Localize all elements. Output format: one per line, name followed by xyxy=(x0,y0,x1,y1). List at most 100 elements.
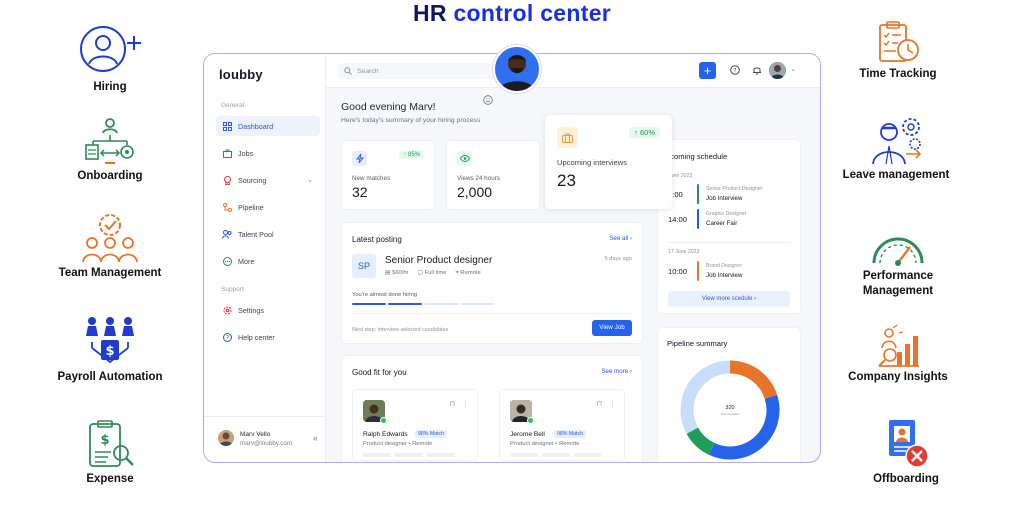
feature-label: Onboarding xyxy=(77,170,143,182)
feature-label: Hiring xyxy=(93,81,127,93)
bookmark-icon[interactable]: ⊓ xyxy=(449,401,455,408)
sidebar-item-label: Sourcing xyxy=(238,175,267,185)
donut-slice-2[interactable] xyxy=(686,427,715,455)
search-icon xyxy=(344,67,352,75)
view-more-schedule-button[interactable]: View more scedule › xyxy=(668,291,790,307)
collapse-sidebar-icon[interactable]: « xyxy=(312,433,318,443)
stat-label: New matches xyxy=(352,175,391,182)
see-more-label: See more xyxy=(601,368,629,375)
sidebar-item-label: Jobs xyxy=(238,148,254,158)
candidate-role: Product designer • Remote xyxy=(363,441,433,447)
onboarding-network-icon xyxy=(85,118,134,164)
donut-slice-1[interactable] xyxy=(708,394,780,460)
sidebar-item-jobs[interactable]: Jobs xyxy=(216,143,320,163)
see-all-link[interactable]: See all › xyxy=(609,235,632,242)
grid-icon xyxy=(222,121,232,131)
bell-icon[interactable] xyxy=(750,63,764,77)
donut-slice-3[interactable] xyxy=(680,360,731,434)
see-more-link[interactable]: See more › xyxy=(601,368,632,375)
more-vertical-icon[interactable]: ⋮ xyxy=(462,401,469,408)
floating-user-avatar xyxy=(493,45,541,93)
job-rate: ▤ $60/hr xyxy=(385,270,409,277)
job-title[interactable]: Senior Product designer xyxy=(385,255,493,266)
stat-value: 23 xyxy=(557,171,576,190)
money-icon: ▤ xyxy=(385,270,393,276)
progress-segment xyxy=(424,303,458,305)
pipeline-title: Pipeline summary xyxy=(667,339,728,348)
stat-card-new-matches[interactable]: ↑ 85% New matches 32 xyxy=(341,140,435,210)
chevron-down-icon[interactable]: ⌄ xyxy=(307,177,313,184)
payroll-icon: $ xyxy=(86,317,134,364)
chevron-down-icon[interactable]: ⌄ xyxy=(790,66,796,73)
greeting-subtitle: Here's today's summary of your hiring pr… xyxy=(341,117,481,124)
sidebar-item-label: Pipeline xyxy=(238,202,264,212)
sidebar-item-more[interactable]: More xyxy=(216,251,320,271)
pipeline-donut-chart: 320 Total candidates xyxy=(680,360,780,460)
feature-time-tracking: Time Tracking xyxy=(838,21,958,82)
job-location: ⌖ Remote xyxy=(456,270,481,277)
user-email: marv@loubby.com xyxy=(240,440,293,447)
latest-posting-card: Latest posting See all › SP Senior Produ… xyxy=(341,222,643,344)
progress-segment xyxy=(352,303,386,305)
search-input[interactable]: Search xyxy=(338,63,498,79)
help-icon: ? xyxy=(222,332,232,342)
feature-team-management: Team Management xyxy=(50,212,170,281)
team-gear-icon xyxy=(82,214,138,263)
nav-group-support: Support xyxy=(221,286,244,293)
candidate-role: Product designer • Remote xyxy=(510,441,580,447)
sidebar-item-label: More xyxy=(238,256,255,266)
candidate-tags xyxy=(363,453,455,457)
feature-leave-management: Leave management xyxy=(836,116,956,183)
progress-segment xyxy=(460,303,494,305)
sidebar-item-label: Talent Pool xyxy=(238,229,274,239)
candidate-card[interactable]: ⊓ ⋮ Ralph Edwards 98% Match Product desi… xyxy=(352,389,478,461)
event-color-bar xyxy=(697,184,699,204)
candidate-card[interactable]: ⊓ ⋮ Jerome Bell 98% Match Product design… xyxy=(499,389,625,461)
more-vertical-icon[interactable]: ⋮ xyxy=(609,401,616,408)
event-type[interactable]: Career Fair xyxy=(706,220,738,227)
divider xyxy=(668,242,790,243)
leave-gears-icon xyxy=(872,118,922,165)
sidebar-item-settings[interactable]: Settings xyxy=(216,300,320,320)
schedule-date: 17 June 2023 xyxy=(668,249,700,255)
event-time: 1:00 xyxy=(668,190,683,199)
user-name: Marv Vello xyxy=(240,431,271,438)
top-bar: Search + ? ⌄ xyxy=(326,54,820,88)
latest-posting-title: Latest posting xyxy=(352,235,402,244)
donut-slice-0[interactable] xyxy=(729,360,778,400)
stat-card-views[interactable]: Views 24 hours 2,000 xyxy=(446,140,540,210)
clipboard-clock-icon xyxy=(879,21,919,62)
help-circle-icon[interactable]: ? xyxy=(728,63,742,77)
feature-label: Performance Management xyxy=(862,270,934,297)
feature-offboarding: Offboarding xyxy=(846,418,966,487)
expense-clipboard-icon: $ xyxy=(89,420,134,467)
event-role: Senior Product Designer xyxy=(706,186,763,192)
candidate-avatar xyxy=(363,400,385,422)
event-role: Brand Designer xyxy=(706,263,743,269)
chevron-right-icon: › xyxy=(754,296,757,302)
sidebar-item-talent-pool[interactable]: Talent Pool xyxy=(216,224,320,244)
sidebar-item-pipeline[interactable]: Pipeline xyxy=(216,197,320,217)
stat-card-upcoming-interviews[interactable]: ↑ 60% Upcoming interviews 23 xyxy=(545,115,672,209)
event-type[interactable]: Job Interview xyxy=(706,272,743,279)
sidebar-item-help-center[interactable]: ? Help center xyxy=(216,327,320,347)
svg-text:$: $ xyxy=(105,344,114,359)
event-type[interactable]: Job Interview xyxy=(706,195,743,202)
candidate-tags xyxy=(510,453,602,457)
feature-expense: $ Expense xyxy=(50,420,170,487)
feature-performance-management: Performance Management xyxy=(838,229,958,299)
online-status-dot xyxy=(380,417,387,424)
top-avatar[interactable] xyxy=(769,62,786,79)
sidebar-item-sourcing[interactable]: Sourcing ⌄ xyxy=(216,170,320,190)
add-button[interactable]: + xyxy=(699,62,716,79)
event-role: Graphic Designer xyxy=(706,211,747,217)
schedule-date: June 2023 xyxy=(668,173,693,179)
sidebar-item-dashboard[interactable]: Dashboard xyxy=(216,116,320,136)
bookmark-icon[interactable]: ⊓ xyxy=(596,401,602,408)
user-profile[interactable]: Marv Vello marv@loubby.com « xyxy=(204,416,326,462)
progress-segment xyxy=(388,303,422,305)
chevron-right-icon: › xyxy=(629,235,632,242)
event-time: 14:00 xyxy=(668,215,688,224)
view-job-button[interactable]: View Job xyxy=(592,320,632,336)
